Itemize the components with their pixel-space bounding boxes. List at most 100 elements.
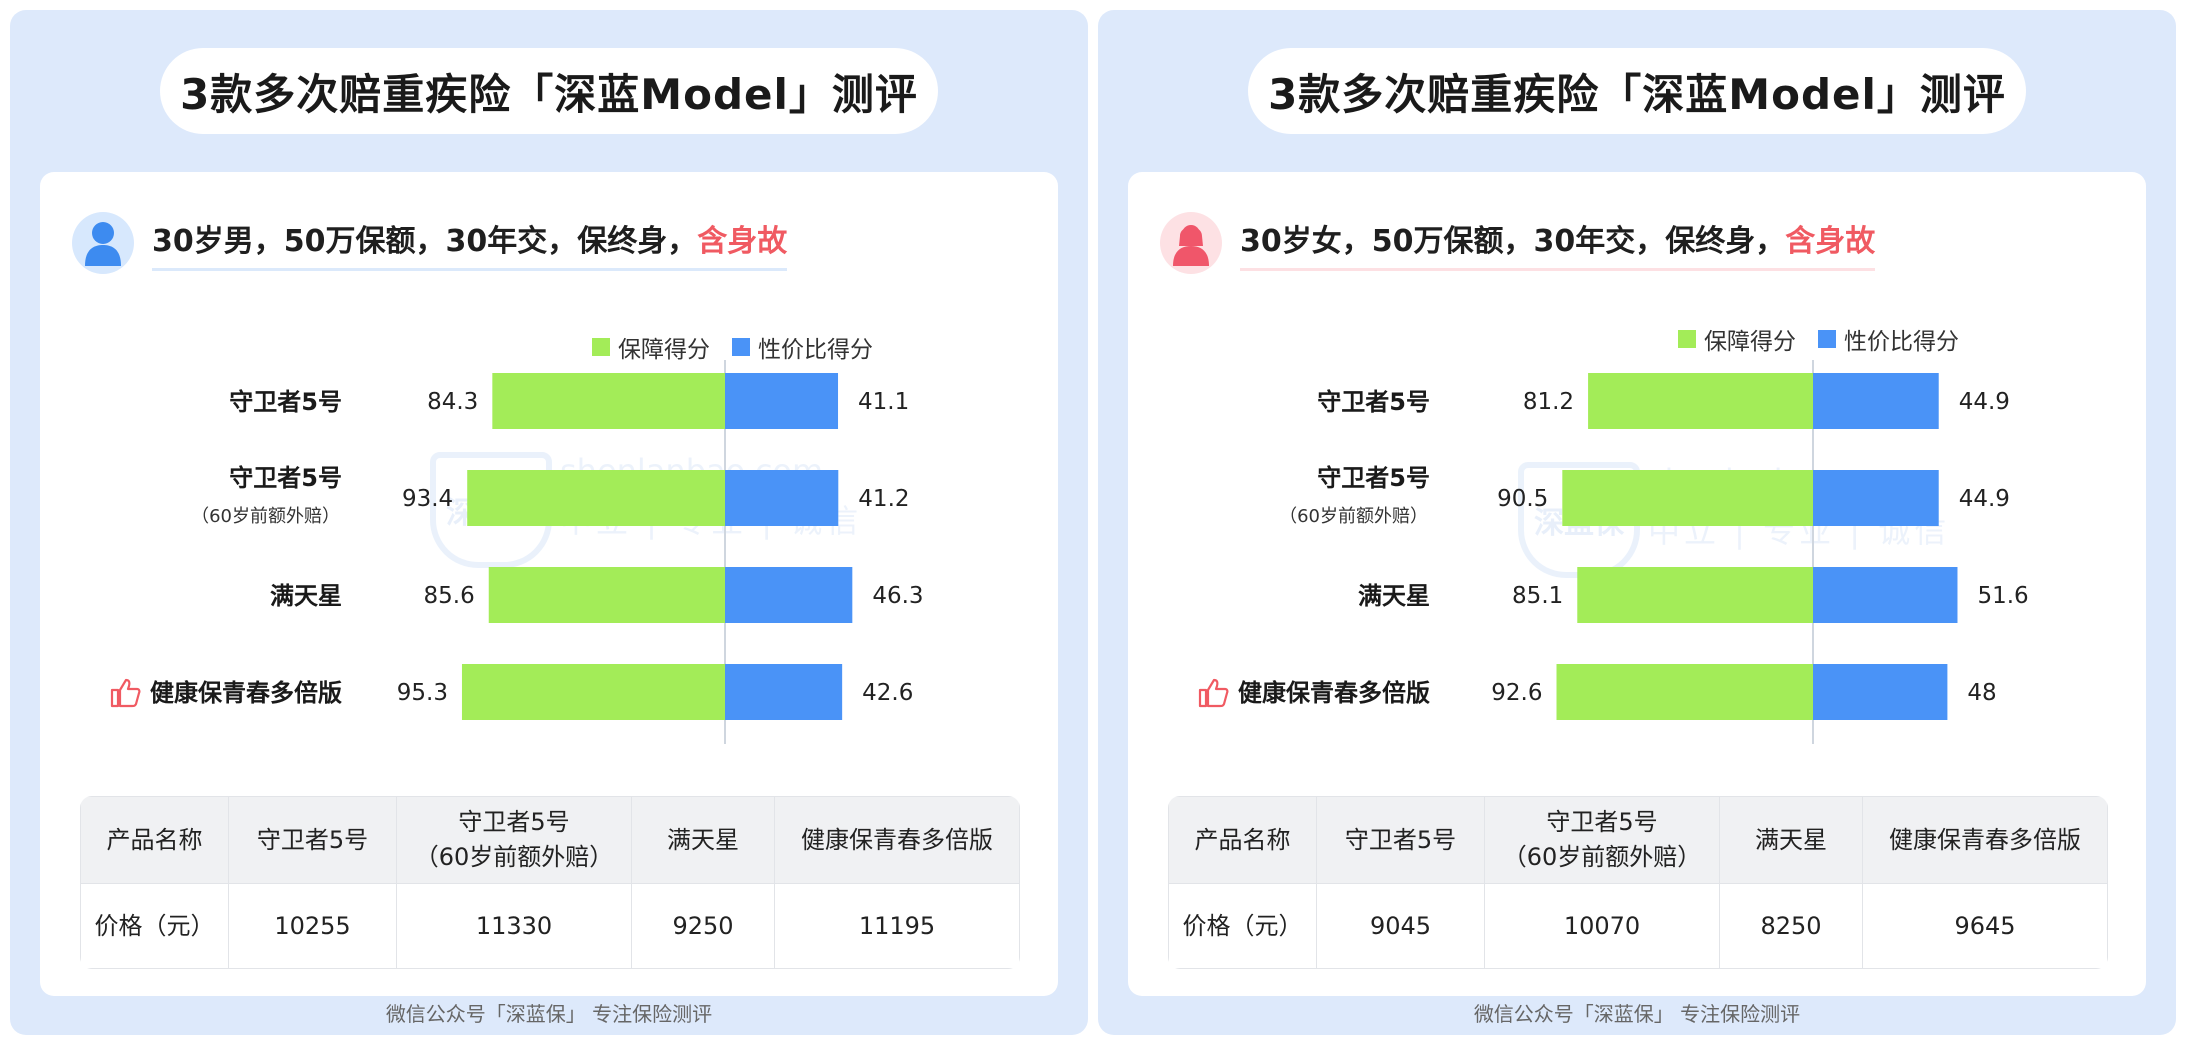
scenario-text: 30岁女，50万保额，30年交，保终身， [1240,224,1786,259]
value-bar [725,567,853,623]
value-score-label: 48 [1967,680,1996,706]
value-bar [725,373,839,429]
category-label: 健康保青春多倍版 [150,679,342,707]
coverage-bar [1562,470,1813,526]
footer-text: 微信公众号「深蓝保」 专注保险测评 [1473,1002,1801,1026]
female-user-icon [1160,212,1222,274]
coverage-bar [1556,664,1813,720]
price-table: 产品名称 守卫者5号 守卫者5号 （60岁前额外赔） 满天星 健康保青春多倍版 价… [1168,796,2108,969]
value-bar [1813,470,1939,526]
thumbs-up-icon [110,678,141,708]
table-header-cell: 守卫者5号 （60岁前额外赔） [396,796,632,884]
table-row-label: 价格（元） [1168,883,1317,969]
table-header-row: 产品名称 守卫者5号 守卫者5号 （60岁前额外赔） 满天星 健康保青春多倍版 [80,796,1020,884]
coverage-value-label: 85.6 [424,583,475,609]
table-row: 价格（元） 9045 10070 8250 9645 [1168,883,2108,969]
category-note-label: （60岁前额外赔） [191,506,340,527]
value-bar [1813,567,1958,623]
value-score-label: 44.9 [1959,486,2010,512]
value-bar [725,470,839,526]
panel-title: 3款多次赔重疾险「深蓝Model」测评 [1248,48,2026,134]
table-header-row: 产品名称 守卫者5号 守卫者5号 （60岁前额外赔） 满天星 健康保青春多倍版 [1168,796,2108,884]
scenario-subtitle: 30岁女，50万保额，30年交，保终身，含身故 [1240,216,1876,271]
table-cell: 11195 [774,883,1020,969]
footer-text: 微信公众号「深蓝保」 专注保险测评 [385,1002,713,1026]
value-bar [1813,373,1939,429]
category-label: 满天星 [1358,582,1430,610]
category-label: 守卫者5号 [1317,388,1430,416]
thumbs-up-icon [1198,678,1229,708]
value-bar [725,664,843,720]
value-score-label: 44.9 [1959,389,2010,415]
legend-item-coverage: 保障得分 [1678,322,1796,356]
coverage-value-label: 92.6 [1491,680,1542,706]
coverage-value-label: 93.4 [402,486,453,512]
table-header-cell: 满天星 [1719,796,1863,884]
legend-label: 性价比得分 [758,337,873,363]
legend-label: 保障得分 [1704,329,1796,355]
category-label: 守卫者5号 [1317,464,1430,492]
table-header-cell: 健康保青春多倍版 [1862,796,2108,884]
table-header-cell: 健康保青春多倍版 [774,796,1020,884]
table-header-cell: 守卫者5号 [1316,796,1485,884]
chart-legend: 保障得分 性价比得分 [1678,322,1981,356]
coverage-value-label: 90.5 [1497,486,1548,512]
table-header-cell: 满天星 [631,796,775,884]
header-sub-line: （60岁前额外赔） [414,843,614,871]
score-chart: 81.2 44.9 守卫者5号 90.5 44.9 守卫者5号 （60岁前额外赔） 85.1 5… [1198,360,2029,744]
legend-item-coverage: 保障得分 [592,330,710,364]
table-cell: 10070 [1484,883,1720,969]
coverage-bar [1588,373,1813,429]
legend-label: 保障得分 [618,337,710,363]
coverage-bar [488,567,725,623]
coverage-bar [461,664,725,720]
value-score-label: 46.3 [872,583,923,609]
scenario-highlight: 含身故 [1785,224,1876,259]
table-header-cell: 守卫者5号 [228,796,397,884]
male-panel: 3款多次赔重疾险「深蓝Model」测评 30岁男，50万保额，30年交，保终身，… [10,10,1088,1035]
thumbs-up-outline [110,678,141,708]
chart-card: 30岁女，50万保额，30年交，保终身，含身故 深蓝保 shenlanbao.c… [1128,172,2146,996]
table-header-cell: 产品名称 [80,796,229,884]
score-chart: 84.3 41.1 守卫者5号 93.4 41.2 守卫者5号 （60岁前额外赔） 85.6 4… [110,360,924,744]
chart-legend: 保障得分 性价比得分 [592,330,895,364]
header-line: 守卫者5号 [1546,808,1658,837]
header-line: 守卫者5号 [458,808,570,837]
legend-label: 性价比得分 [1844,329,1959,355]
panel-title: 3款多次赔重疾险「深蓝Model」测评 [160,48,938,134]
category-label: 健康保青春多倍版 [1238,679,1430,707]
legend-item-value: 性价比得分 [1818,322,1959,356]
scenario-subtitle: 30岁男，50万保额，30年交，保终身，含身故 [152,216,788,271]
value-bar [1813,664,1948,720]
coverage-bar [492,373,725,429]
table-header-cell: 守卫者5号 （60岁前额外赔） [1484,796,1720,884]
value-score-label: 42.6 [862,680,913,706]
table-row-label: 价格（元） [80,883,229,969]
value-score-label: 41.1 [858,389,909,415]
coverage-value-label: 95.3 [397,680,448,706]
category-label: 守卫者5号 [229,388,342,416]
category-label: 守卫者5号 [229,464,342,492]
value-score-label: 41.2 [858,486,909,512]
category-label: 满天星 [270,582,342,610]
scenario-highlight: 含身故 [697,224,788,259]
table-header-cell: 产品名称 [1168,796,1317,884]
coverage-bar [1577,567,1813,623]
value-score-label: 51.6 [1977,583,2028,609]
coverage-bar [467,470,725,526]
header-sub-line: （60岁前额外赔） [1502,843,1702,871]
table-cell: 11330 [396,883,632,969]
price-table: 产品名称 守卫者5号 守卫者5号 （60岁前额外赔） 满天星 健康保青春多倍版 价… [80,796,1020,969]
chart-card: 30岁男，50万保额，30年交，保终身，含身故 深蓝保 shenlanbao.c… [40,172,1058,996]
table-cell: 9250 [631,883,775,969]
female-panel: 3款多次赔重疾险「深蓝Model」测评 30岁女，50万保额，30年交，保终身，… [1098,10,2176,1035]
coverage-value-label: 85.1 [1512,583,1563,609]
table-cell: 8250 [1719,883,1863,969]
coverage-value-label: 84.3 [427,389,478,415]
thumbs-up-outline [1198,678,1229,708]
male-user-icon [72,212,134,274]
legend-item-value: 性价比得分 [732,330,873,364]
category-note-label: （60岁前额外赔） [1279,506,1428,527]
scenario-text: 30岁男，50万保额，30年交，保终身， [152,224,698,259]
table-cell: 9645 [1862,883,2108,969]
